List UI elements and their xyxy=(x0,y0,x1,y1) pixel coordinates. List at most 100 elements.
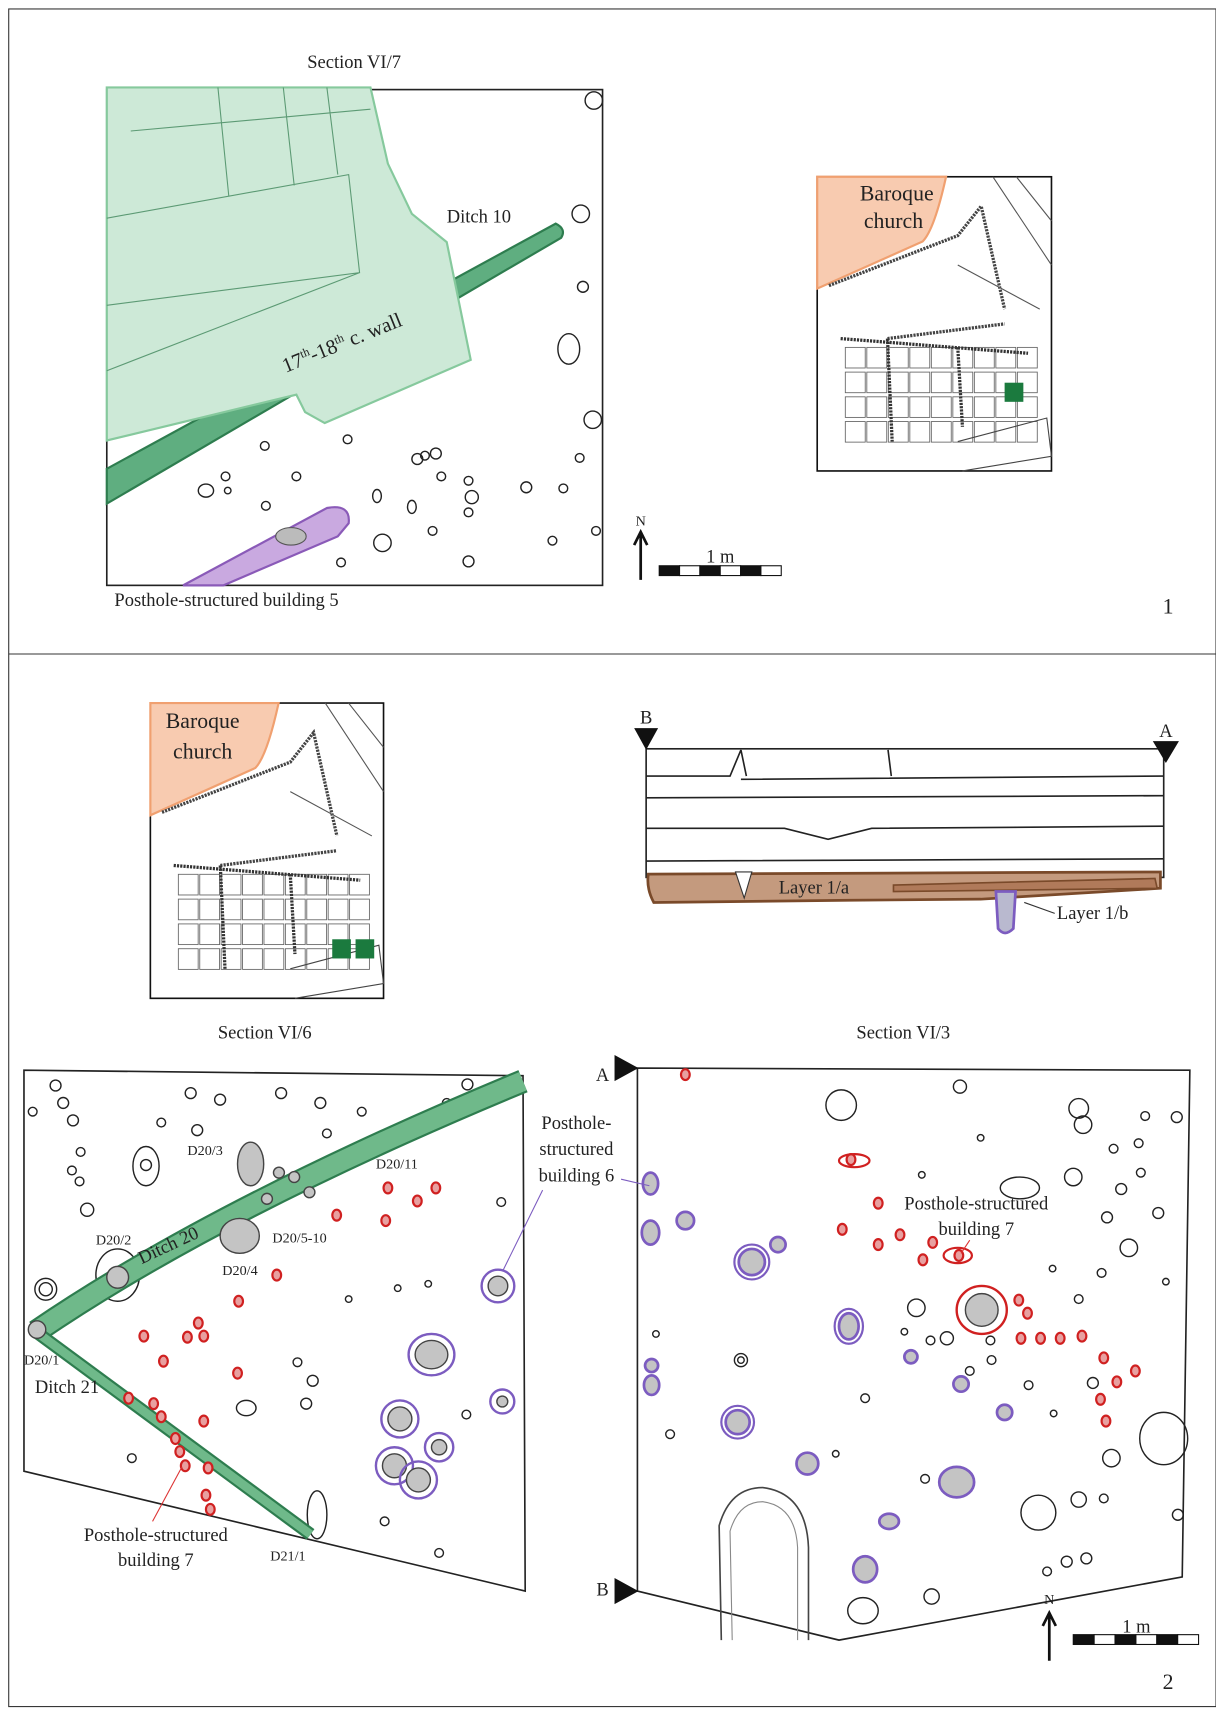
trench xyxy=(220,873,242,896)
posthole xyxy=(1139,1411,1189,1466)
inset-label: Baroque xyxy=(860,182,934,206)
section-highlight xyxy=(332,939,351,959)
posthole xyxy=(964,1292,999,1328)
trench xyxy=(973,371,995,394)
posthole-cut xyxy=(942,1246,974,1265)
posthole xyxy=(986,1355,997,1366)
posthole xyxy=(952,1375,971,1394)
trench xyxy=(930,421,952,443)
posthole xyxy=(1048,1264,1057,1273)
posthole xyxy=(1098,1351,1110,1365)
trench xyxy=(909,371,931,394)
posthole xyxy=(321,1128,332,1139)
posthole xyxy=(1076,1329,1088,1343)
posthole xyxy=(1129,1364,1141,1378)
posthole xyxy=(1042,1566,1053,1577)
posthole xyxy=(272,1166,286,1179)
posthole xyxy=(923,1588,940,1605)
trench xyxy=(349,873,370,896)
section-highlight xyxy=(1004,382,1024,402)
profile-end: B xyxy=(640,708,652,729)
church xyxy=(816,175,948,291)
posthole xyxy=(1135,1167,1146,1178)
posthole xyxy=(344,1295,353,1304)
posthole xyxy=(1100,1211,1114,1224)
posthole xyxy=(496,1395,509,1408)
posthole xyxy=(1073,1293,1084,1305)
trench xyxy=(1016,421,1038,443)
trench xyxy=(1016,346,1038,369)
posthole xyxy=(169,1431,181,1446)
scale-label: 1 m xyxy=(1122,1616,1151,1637)
posthole xyxy=(233,1294,245,1308)
scale-segment xyxy=(658,565,681,577)
posthole xyxy=(939,1331,955,1346)
posthole xyxy=(380,1214,392,1228)
building-label: building 7 xyxy=(938,1219,1014,1240)
posthole xyxy=(405,1467,432,1493)
trench xyxy=(177,923,199,946)
trench xyxy=(1016,371,1038,394)
posthole xyxy=(906,1298,926,1318)
posthole xyxy=(917,1253,929,1267)
posthole xyxy=(576,280,590,293)
trench xyxy=(306,898,328,921)
posthole xyxy=(275,527,307,546)
posthole xyxy=(487,1275,509,1297)
posthole xyxy=(38,1282,54,1297)
trench xyxy=(242,948,263,970)
trench xyxy=(177,948,199,970)
trench xyxy=(263,898,285,921)
posthole xyxy=(964,1365,975,1377)
posthole xyxy=(937,1465,976,1499)
posthole xyxy=(300,1397,313,1410)
posthole xyxy=(461,1409,472,1420)
posthole xyxy=(198,1329,210,1343)
inset-label: church xyxy=(864,209,923,233)
posthole xyxy=(584,91,604,110)
posthole xyxy=(204,1502,216,1516)
ditch xyxy=(30,1072,527,1340)
feature xyxy=(729,1501,799,1641)
north-arrow xyxy=(632,528,649,580)
building xyxy=(182,506,350,587)
posthole xyxy=(496,1197,507,1208)
trench xyxy=(177,873,199,896)
inset-label: Baroque xyxy=(166,709,240,733)
trench xyxy=(349,898,370,921)
inset-map xyxy=(149,701,385,1000)
layer-label: Layer 1/b xyxy=(1057,903,1128,924)
posthole xyxy=(995,1403,1014,1422)
posthole xyxy=(1098,1493,1109,1504)
posthole xyxy=(872,1196,884,1210)
posthole xyxy=(547,535,558,546)
posthole xyxy=(733,1352,749,1368)
posthole xyxy=(1060,1555,1073,1568)
posthole-cut xyxy=(720,1404,756,1440)
posthole xyxy=(219,1217,261,1255)
posthole xyxy=(920,1473,931,1484)
posthole xyxy=(1096,1267,1107,1278)
layer-label: Layer 1/a xyxy=(779,878,849,899)
lines xyxy=(290,702,384,837)
section-title: Section VI/7 xyxy=(307,52,401,73)
label: Posthole-structured building 5 xyxy=(114,590,338,611)
posthole xyxy=(356,1106,367,1117)
posthole xyxy=(411,1194,423,1208)
posthole-cut xyxy=(489,1388,516,1415)
north-label: N xyxy=(1044,1592,1054,1608)
posthole xyxy=(427,525,438,536)
cut xyxy=(734,871,753,900)
trench xyxy=(327,898,349,921)
features xyxy=(27,1078,507,1559)
profile-end: A xyxy=(1159,721,1173,742)
building-label: building 7 xyxy=(118,1550,194,1571)
posthole xyxy=(583,410,603,430)
postholes xyxy=(640,1068,1189,1625)
posthole xyxy=(642,1373,661,1397)
building-label: building 6 xyxy=(539,1165,615,1186)
posthole xyxy=(306,1374,319,1387)
posthole xyxy=(976,1133,985,1142)
posthole xyxy=(571,204,591,224)
